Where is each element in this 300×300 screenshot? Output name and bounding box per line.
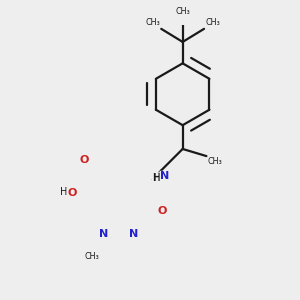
- Text: CH₃: CH₃: [175, 7, 190, 16]
- Text: O: O: [79, 155, 88, 165]
- Text: N: N: [99, 229, 108, 239]
- Text: CH₃: CH₃: [208, 157, 222, 166]
- Text: O: O: [68, 188, 77, 198]
- Text: CH₃: CH₃: [145, 18, 160, 27]
- Text: H: H: [152, 173, 160, 183]
- Text: H: H: [60, 187, 67, 197]
- Text: N: N: [160, 171, 170, 181]
- Text: N: N: [129, 229, 138, 239]
- Text: O: O: [158, 206, 167, 216]
- Text: CH₃: CH₃: [205, 18, 220, 27]
- Text: CH₃: CH₃: [85, 252, 99, 261]
